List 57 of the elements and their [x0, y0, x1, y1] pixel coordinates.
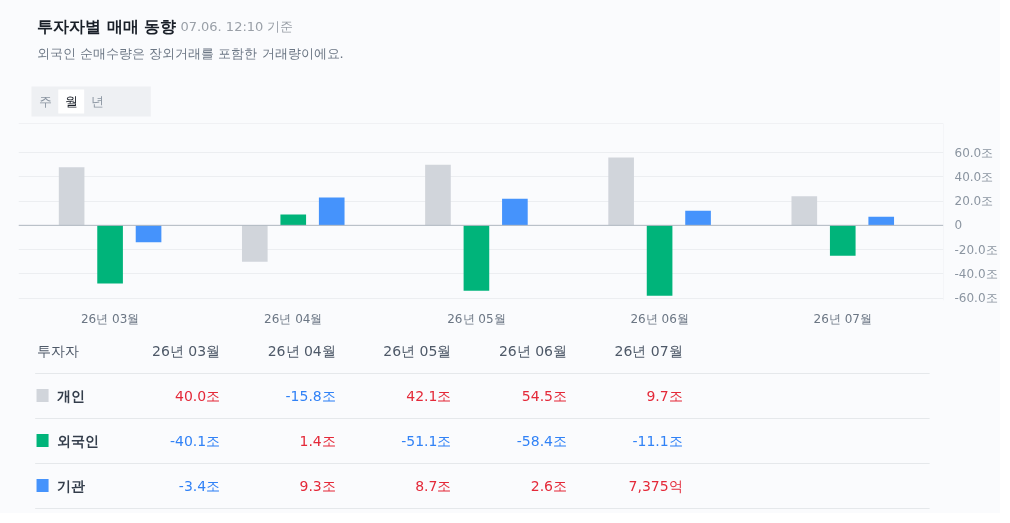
data-label: -58.4조: [516, 432, 568, 449]
chart-title: 투자자별 매매 동향: [37, 17, 177, 36]
y-tick-label: 0: [954, 218, 963, 233]
bar: [685, 210, 711, 226]
bar: [463, 225, 490, 291]
category-label: 26년 05월: [383, 342, 452, 359]
bar: [241, 225, 268, 262]
bar: [280, 214, 307, 226]
x-tick-label: 26년 03월: [80, 311, 140, 326]
data-label: 1.4조: [299, 432, 336, 449]
bar: [829, 225, 856, 256]
x-tick-label: 26년 07월: [813, 311, 872, 326]
y-tick-label: 40.0조: [954, 169, 994, 184]
y-tick-label: -20.0조: [954, 242, 998, 257]
y-tick-label: 60.0조: [954, 145, 994, 160]
category-label: 26년 03월: [152, 342, 221, 359]
data-label: -40.1조: [169, 432, 221, 449]
bar: [502, 198, 528, 226]
bar: [646, 225, 673, 296]
data-label: 8.7조: [415, 477, 452, 494]
text: 주: [38, 94, 52, 109]
data-label: -11.1조: [632, 432, 683, 449]
bar: [791, 196, 818, 226]
y-tick-label: -60.0조: [954, 291, 998, 306]
text: 년: [90, 94, 104, 109]
bar: [97, 225, 123, 284]
legend-label: 개인: [57, 387, 86, 404]
data-label: 7,375억: [628, 477, 683, 494]
category-label: 26년 04월: [267, 342, 336, 359]
data-label: -51.1조: [401, 432, 452, 449]
data-label: 40.0조: [174, 387, 221, 404]
x-tick-label: 26년 05월: [447, 311, 506, 326]
legend-label: 기관: [57, 477, 86, 494]
bar: [868, 216, 895, 226]
bar: [425, 164, 451, 226]
data-label: 9.7조: [646, 387, 683, 404]
y-tick-label: 20.0조: [954, 194, 994, 209]
data-label: -3.4조: [178, 477, 221, 494]
chart-subtitle: 외국인 순매수량은 장외거래를 포함한 거래량이에요.: [37, 46, 344, 61]
x-tick-label: 26년 06월: [630, 311, 689, 326]
legend-title: 투자자: [37, 342, 79, 359]
legend-label: 외국인: [57, 432, 100, 449]
category-label: 26년 07월: [614, 342, 683, 359]
data-label: 54.5조: [521, 387, 568, 404]
text: 07.06. 12:10 기준: [180, 19, 294, 34]
bar: [58, 167, 85, 226]
text: 월: [64, 94, 78, 109]
data-label: -15.8조: [285, 387, 336, 404]
y-tick-label: -40.0조: [954, 266, 998, 281]
data-label: 9.3조: [299, 477, 336, 494]
bar: [135, 225, 162, 243]
bar: [318, 197, 345, 226]
category-label: 26년 06월: [498, 342, 568, 359]
data-label: 42.1조: [406, 387, 452, 404]
bar: [608, 157, 634, 226]
x-tick-label: 26년 04월: [264, 311, 323, 326]
data-label: 2.6조: [530, 477, 568, 494]
